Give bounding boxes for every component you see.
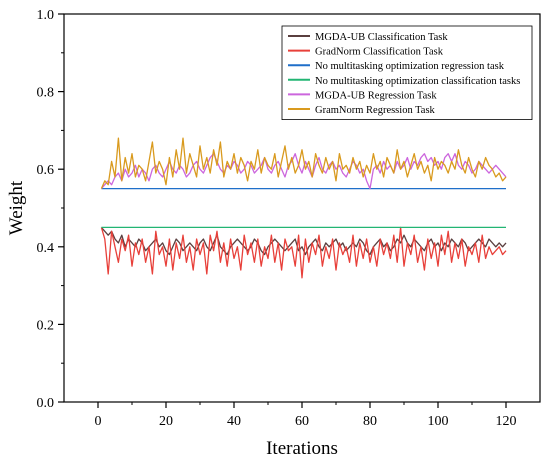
series-line-1 <box>100 226 507 256</box>
series-lines <box>100 137 507 279</box>
axes: 0 20 40 60 80 100 120 0.0 0.2 0.4 0.6 0.8 1.0 <box>37 8 517 429</box>
y-tick-label: 0.4 <box>37 241 55 256</box>
x-axis-title: Iterations <box>266 438 338 459</box>
legend-box <box>281 25 533 120</box>
x-tick-label: 100 <box>428 414 449 429</box>
legend-entry: GramNorm Regression Task <box>315 105 436 116</box>
y-axis-title: Weight <box>6 180 27 235</box>
legend-entry: No multitasking optimization classificat… <box>315 76 520 87</box>
legend-entry: MGDA-UB Classification Task <box>315 32 448 43</box>
y-tick-label: 0.0 <box>37 396 55 411</box>
y-tick-label: 1.0 <box>37 8 55 23</box>
x-tick-label: 60 <box>295 414 309 429</box>
legend-entry: MGDA-UB Regression Task <box>315 90 437 101</box>
x-tick-label: 0 <box>95 414 102 429</box>
legend: MGDA-UB Classification Task GradNorm Clas… <box>281 25 533 120</box>
x-tick-label: 120 <box>496 414 517 429</box>
series-line-6 <box>100 137 507 189</box>
y-tick-label: 0.2 <box>37 318 55 333</box>
x-tick-label: 20 <box>159 414 173 429</box>
legend-entry: No multitasking optimization regression … <box>315 61 505 72</box>
legend-entry: GradNorm Classification Task <box>315 47 444 58</box>
series-line-2 <box>100 226 507 279</box>
y-tick-label: 0.8 <box>37 86 55 101</box>
x-tick-label: 80 <box>363 414 377 429</box>
x-tick-label: 40 <box>227 414 241 429</box>
y-tick-label: 0.6 <box>37 163 55 178</box>
